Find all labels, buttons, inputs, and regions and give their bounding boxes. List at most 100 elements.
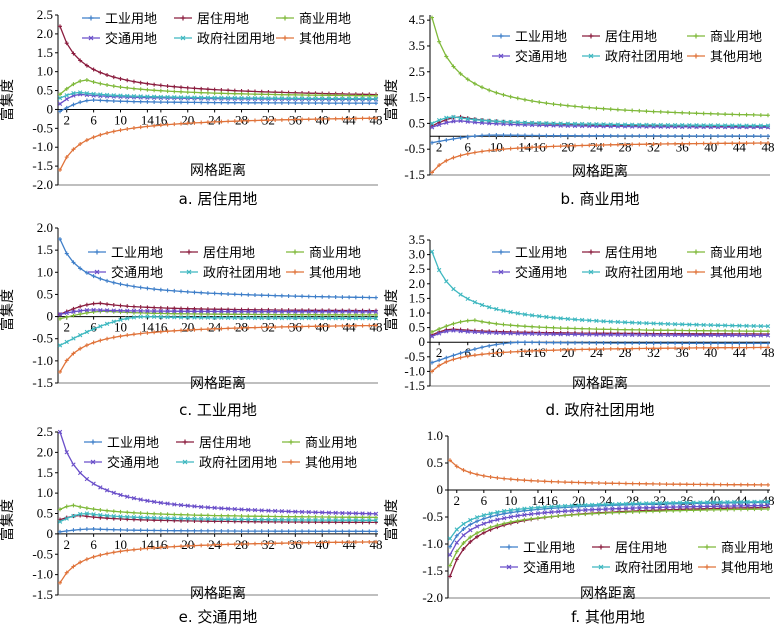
data-point bbox=[212, 312, 217, 317]
data-point bbox=[165, 84, 170, 89]
data-point bbox=[678, 508, 683, 513]
data-point bbox=[77, 332, 83, 338]
data-point bbox=[644, 133, 649, 138]
data-point bbox=[758, 341, 763, 346]
data-point bbox=[537, 340, 542, 345]
legend-marker bbox=[88, 15, 94, 21]
x-tick-label: 36 bbox=[680, 493, 694, 508]
data-point bbox=[437, 363, 442, 368]
data-point bbox=[306, 316, 311, 321]
data-point bbox=[246, 541, 251, 546]
data-point bbox=[701, 328, 706, 333]
data-point bbox=[594, 122, 599, 127]
data-point bbox=[508, 510, 513, 515]
legend-entry: 商业用地 bbox=[286, 246, 361, 261]
panel-caption: f. 其他用地 bbox=[571, 608, 645, 626]
data-point bbox=[594, 318, 599, 324]
data-point bbox=[239, 312, 244, 317]
data-point bbox=[360, 101, 365, 106]
data-point bbox=[610, 506, 615, 512]
data-point bbox=[529, 505, 534, 511]
data-point bbox=[664, 482, 669, 487]
data-point bbox=[125, 283, 130, 288]
data-point bbox=[145, 515, 150, 520]
data-point bbox=[481, 513, 487, 518]
legend-label: 工业用地 bbox=[107, 436, 159, 451]
y-tick-label: -1.0 bbox=[32, 353, 53, 368]
data-point bbox=[715, 333, 721, 338]
data-point bbox=[651, 109, 656, 114]
data-point bbox=[508, 119, 513, 125]
data-point bbox=[673, 110, 678, 115]
data-point bbox=[232, 542, 237, 547]
data-point bbox=[300, 92, 305, 97]
data-point bbox=[458, 115, 463, 121]
data-point bbox=[246, 517, 251, 522]
data-point bbox=[353, 93, 358, 98]
data-point bbox=[279, 324, 284, 329]
data-point bbox=[333, 510, 338, 516]
data-point bbox=[644, 509, 649, 514]
data-point bbox=[637, 320, 642, 326]
data-point bbox=[326, 510, 332, 515]
data-point bbox=[111, 513, 116, 519]
data-point bbox=[494, 342, 499, 347]
data-point bbox=[360, 295, 365, 300]
data-point bbox=[300, 514, 305, 519]
data-point bbox=[608, 107, 613, 112]
data-point bbox=[701, 141, 706, 146]
legend-entry: 居住用地 bbox=[174, 12, 249, 27]
data-point bbox=[644, 122, 649, 128]
data-point bbox=[71, 503, 76, 508]
y-tick-label: 2.5 bbox=[37, 7, 53, 22]
data-point bbox=[637, 108, 642, 113]
legend-entry: 其他用地 bbox=[687, 266, 762, 281]
data-point bbox=[279, 312, 284, 317]
data-point bbox=[465, 318, 470, 323]
y-tick-label: 0.5 bbox=[37, 83, 53, 98]
data-point bbox=[594, 143, 599, 148]
data-point bbox=[718, 507, 723, 512]
data-point bbox=[458, 135, 463, 140]
data-point bbox=[465, 134, 470, 139]
data-point bbox=[616, 506, 622, 511]
data-point bbox=[537, 100, 542, 105]
data-point bbox=[580, 105, 585, 110]
data-point bbox=[691, 482, 696, 487]
data-point bbox=[293, 540, 298, 545]
data-point bbox=[468, 527, 473, 533]
legend-marker bbox=[182, 459, 188, 465]
data-point bbox=[671, 500, 676, 506]
data-point bbox=[138, 546, 143, 551]
data-point bbox=[549, 479, 554, 484]
x-tick-label: 6 bbox=[90, 320, 97, 335]
data-point bbox=[306, 540, 311, 545]
data-point bbox=[313, 316, 318, 321]
data-point bbox=[680, 346, 685, 351]
data-point bbox=[205, 543, 210, 548]
data-point bbox=[730, 112, 735, 117]
data-point bbox=[544, 144, 549, 149]
data-point bbox=[179, 121, 184, 126]
data-point bbox=[300, 324, 305, 329]
data-point bbox=[737, 112, 742, 117]
data-point bbox=[731, 499, 737, 505]
data-point bbox=[98, 307, 103, 313]
data-point bbox=[71, 51, 76, 56]
data-point bbox=[601, 122, 606, 127]
data-point bbox=[320, 514, 325, 519]
data-point bbox=[367, 101, 372, 106]
data-point bbox=[766, 482, 770, 487]
legend-marker bbox=[498, 33, 504, 39]
data-point bbox=[57, 519, 63, 524]
data-point bbox=[239, 514, 244, 519]
data-point bbox=[179, 89, 184, 94]
data-point bbox=[252, 507, 258, 513]
data-point bbox=[572, 143, 577, 148]
data-point bbox=[701, 341, 706, 346]
data-point bbox=[212, 516, 217, 522]
data-point bbox=[125, 548, 130, 553]
data-point bbox=[131, 308, 137, 314]
legend-entry: 工业用地 bbox=[84, 436, 159, 451]
